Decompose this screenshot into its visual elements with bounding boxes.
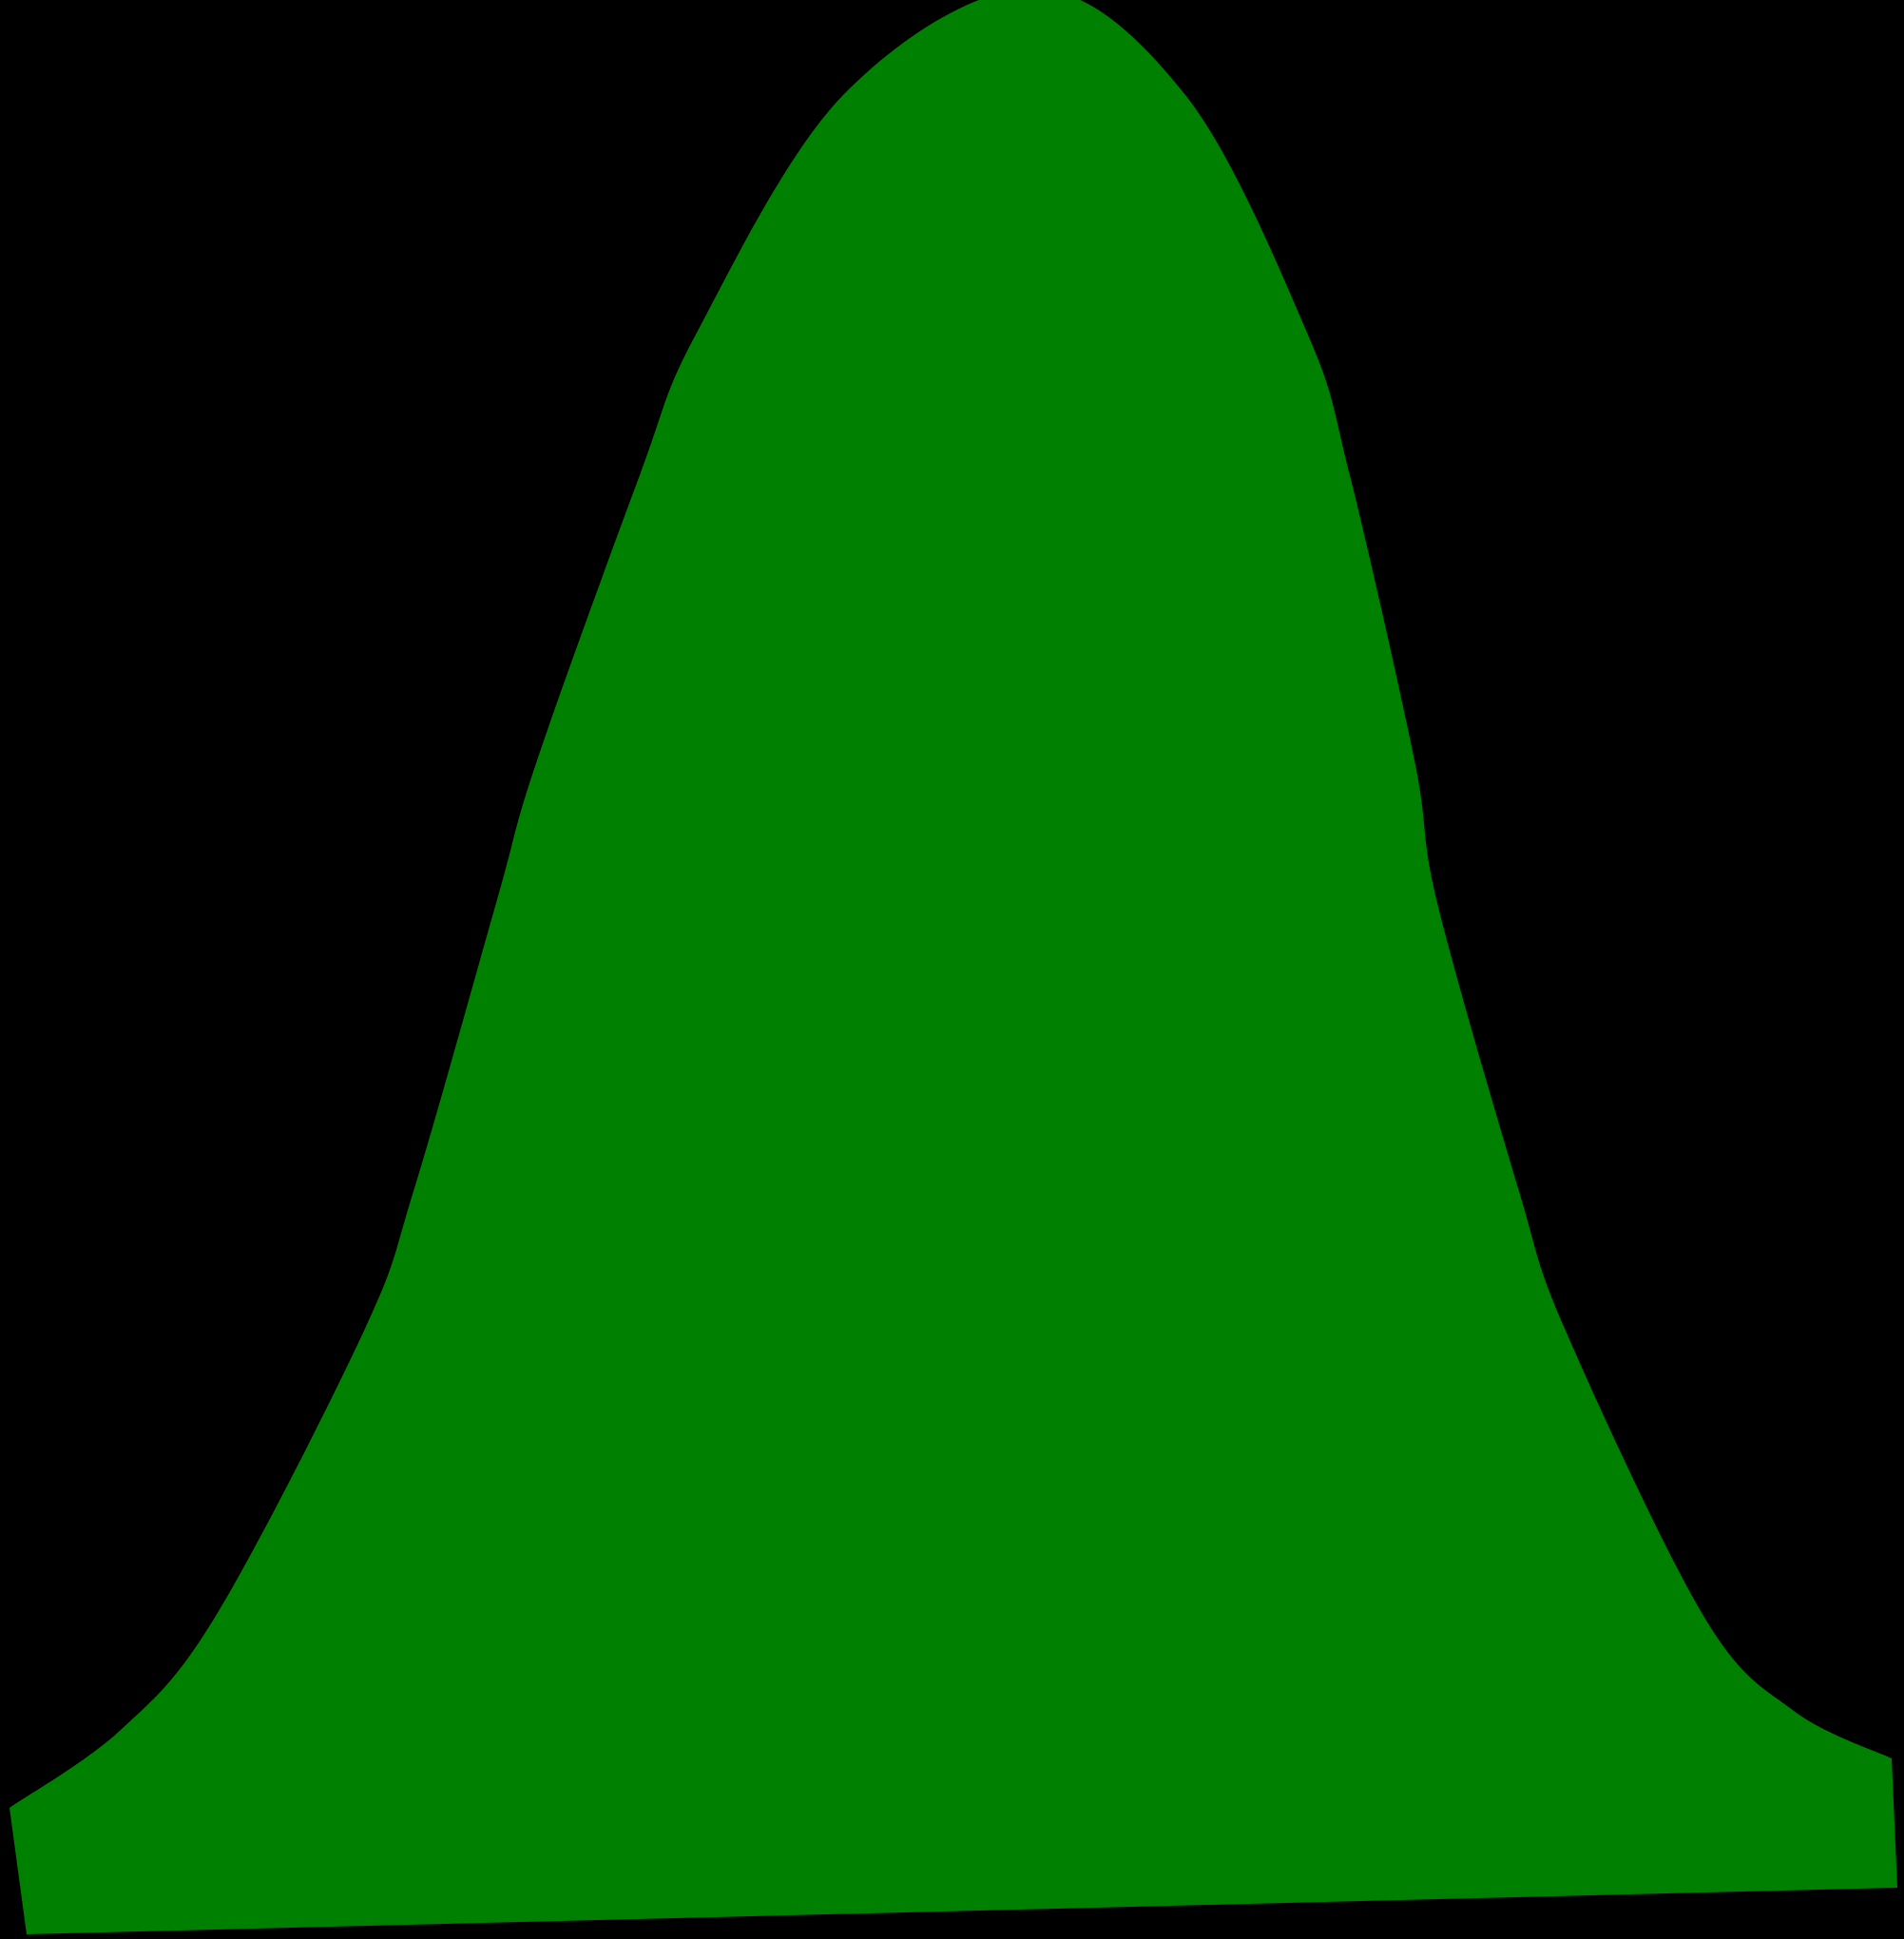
bell-curve-shape: [10, 0, 1897, 1934]
